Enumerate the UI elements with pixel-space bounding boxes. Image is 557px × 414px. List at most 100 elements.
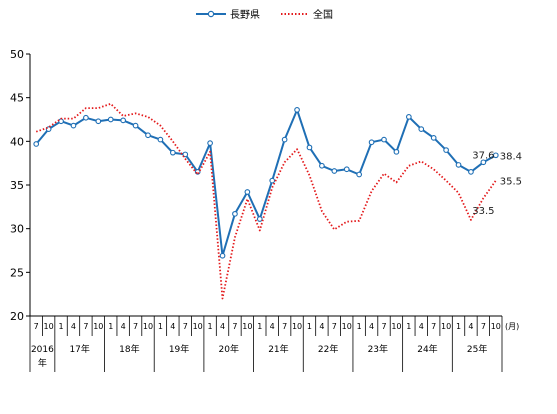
x-month-label: 1 [406, 322, 411, 331]
series-point-nagano [244, 189, 251, 195]
data-label: 38.4 [500, 151, 522, 162]
x-year-label: 20年 [219, 343, 239, 355]
x-month-label: 4 [468, 322, 473, 331]
series-point-nagano [331, 168, 338, 174]
data-label: 33.5 [472, 206, 494, 217]
data-label: 35.5 [500, 177, 522, 188]
y-tick-label: 35 [10, 179, 24, 192]
x-month-label: 4 [270, 322, 275, 331]
x-year-label: 18年 [119, 343, 139, 355]
x-month-label: 7 [133, 322, 138, 331]
series-point-nagano [306, 144, 313, 151]
x-month-label: 4 [170, 322, 175, 331]
x-month-label: 1 [456, 322, 461, 331]
x-year-label: 17年 [69, 343, 89, 355]
series-point-nagano [207, 140, 213, 146]
x-unit-label: (月) [505, 322, 519, 331]
series-point-nagano [430, 134, 437, 141]
x-axis: 7 10 1 4 7 10 1 4 7 10 1 4 7 10 1 4 7 10 1 4 7 10 1 4 7 10 1 4 7 10 1 4… [29, 315, 519, 372]
series-point-nagano [107, 116, 114, 123]
series-point-nagano [343, 166, 350, 173]
series-point-nagano [58, 118, 64, 125]
series-point-nagano [182, 151, 189, 158]
series-point-nagano [319, 162, 325, 169]
series-line-nagano [35, 108, 497, 257]
x-month-label: 1 [59, 322, 64, 331]
x-month-label: 4 [319, 322, 324, 331]
series-point-nagano [468, 169, 474, 175]
series-point-nagano [381, 136, 387, 143]
x-month-label: 7 [183, 322, 188, 331]
x-month-label: 4 [220, 322, 225, 331]
series-point-nagano [269, 177, 276, 184]
x-month-label: 7 [282, 322, 287, 331]
x-month-label: 4 [419, 322, 424, 331]
series-point-nagano [256, 216, 263, 222]
x-month-label: 10 [193, 322, 203, 331]
x-year-label-suffix: 年 [38, 357, 47, 369]
x-month-label: 10 [242, 322, 252, 331]
x-month-label: 10 [292, 322, 302, 331]
y-axis: 20 25 30 35 40 45 50 [10, 48, 31, 323]
x-month-label: 7 [431, 322, 436, 331]
series-point-nagano [492, 152, 499, 159]
series-point-nagano [95, 118, 102, 125]
series-point-nagano [120, 117, 127, 124]
data-label: 37.6 [472, 150, 494, 161]
x-year-label: 22年 [318, 343, 338, 355]
series-line-national [35, 102, 497, 300]
series-point-nagano [418, 126, 425, 132]
series-point-nagano [393, 148, 400, 155]
x-month-label: 1 [158, 322, 163, 331]
y-tick-label: 50 [10, 48, 24, 61]
x-month-label: 4 [71, 322, 76, 331]
x-month-label: 1 [307, 322, 312, 331]
x-month-label: 7 [232, 322, 237, 331]
x-year-label: 25年 [467, 343, 487, 355]
x-month-label: 7 [481, 322, 486, 331]
x-year-label: 19年 [169, 343, 189, 355]
x-year-label: 23年 [368, 343, 388, 355]
series-point-nagano [356, 171, 363, 178]
data-labels: 37.6 38.4 33.5 35.5 [472, 150, 522, 217]
legend-label-national: 全国 [313, 8, 333, 21]
x-month-label: 7 [34, 322, 39, 331]
series-point-nagano [157, 136, 164, 143]
series-point-nagano [219, 252, 226, 259]
legend: 長野県 全国 [196, 8, 333, 21]
series-point-nagano [83, 114, 89, 121]
series-point-nagano [480, 159, 487, 166]
y-tick-label: 40 [10, 135, 24, 148]
x-month-label: 1 [357, 322, 362, 331]
x-year-label: 24年 [417, 343, 437, 355]
series-point-nagano [169, 149, 176, 156]
series-point-nagano [70, 122, 77, 129]
x-month-label: 1 [208, 322, 213, 331]
x-month-label: 1 [257, 322, 262, 331]
x-year-label: 2016 [31, 345, 54, 355]
x-month-label: 10 [441, 322, 451, 331]
y-tick-label: 30 [10, 223, 24, 236]
series-point-nagano [145, 132, 151, 139]
x-month-label: 10 [391, 322, 401, 331]
x-month-label: 7 [332, 322, 337, 331]
x-month-label: 7 [381, 322, 386, 331]
x-month-label: 4 [121, 322, 126, 331]
series-point-nagano [33, 141, 40, 147]
x-month-label: 10 [143, 322, 153, 331]
legend-marker-nagano [207, 10, 215, 18]
x-month-label: 10 [93, 322, 103, 331]
series-point-nagano [281, 136, 288, 143]
x-month-label: 10 [491, 322, 501, 331]
x-month-label: 10 [44, 322, 54, 331]
legend-label-nagano: 長野県 [230, 9, 260, 21]
series-point-nagano [443, 147, 449, 153]
series-point-nagano [368, 139, 375, 146]
series-point-nagano [405, 114, 412, 120]
x-month-label: 1 [108, 322, 113, 331]
series-point-nagano [132, 122, 139, 129]
y-tick-label: 25 [10, 266, 24, 279]
x-month-label: 10 [342, 322, 352, 331]
y-tick-label: 20 [10, 310, 24, 323]
